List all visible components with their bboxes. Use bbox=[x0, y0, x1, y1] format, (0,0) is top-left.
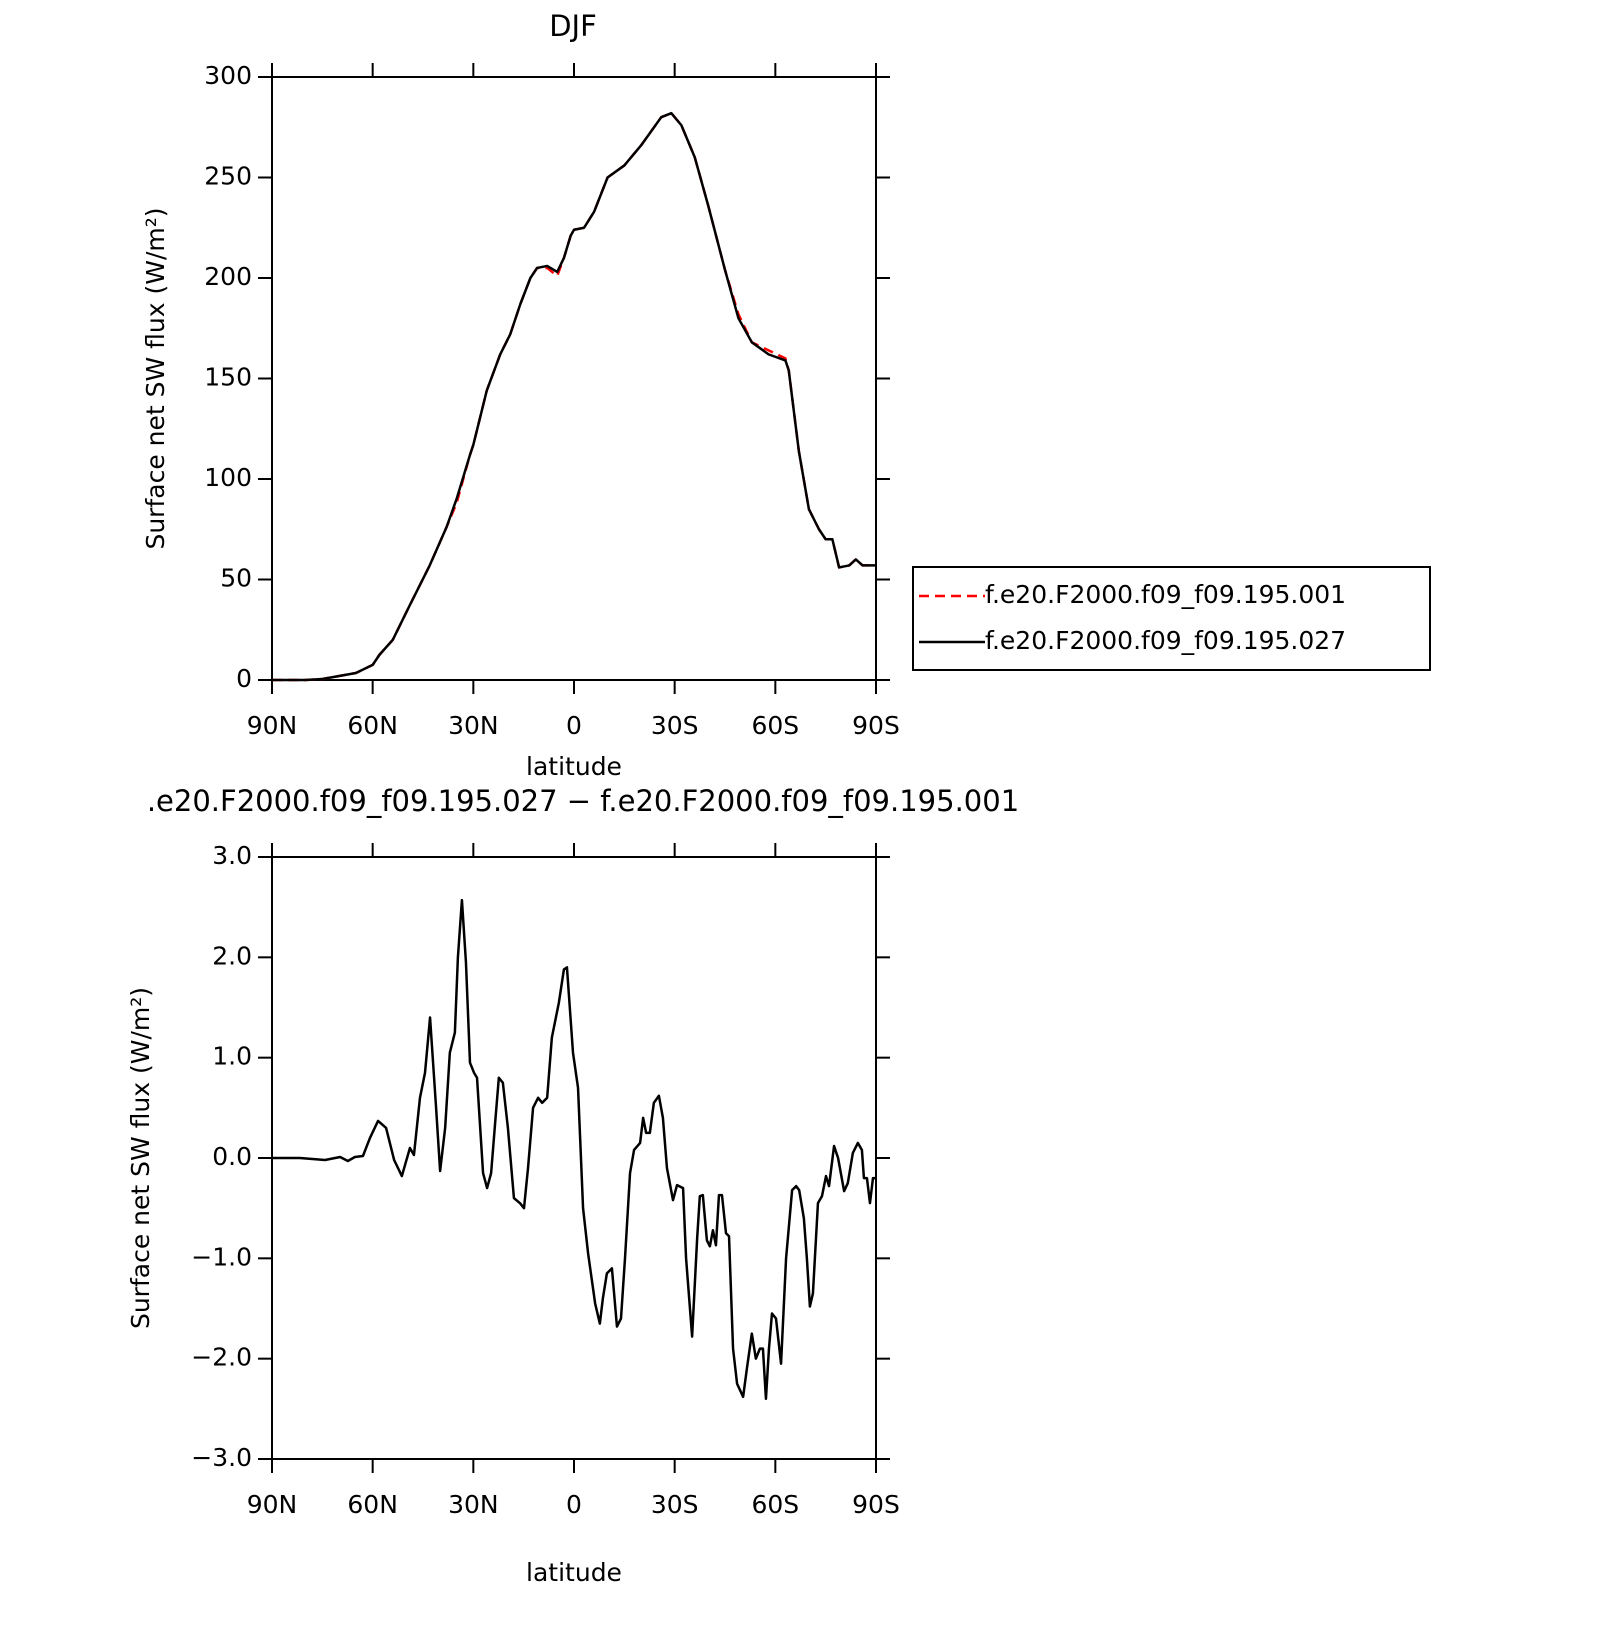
chart-title: DJF bbox=[549, 9, 597, 43]
plot-frame bbox=[271, 76, 877, 681]
x-tick-label: 90N bbox=[247, 1490, 298, 1519]
series-line bbox=[272, 111, 876, 682]
x-tick-label: 0 bbox=[566, 1490, 582, 1519]
x-tick-label: 90S bbox=[852, 711, 900, 740]
y-tick-label: 100 bbox=[204, 463, 252, 492]
legend-box bbox=[912, 566, 1431, 671]
y-tick-label: 0.0 bbox=[212, 1142, 252, 1171]
series-line bbox=[272, 111, 876, 682]
y-tick-label: 200 bbox=[204, 262, 252, 291]
y-tick-label: 300 bbox=[204, 61, 252, 90]
x-tick-label: 0 bbox=[566, 711, 582, 740]
x-tick-label: 60N bbox=[347, 1490, 398, 1519]
y-tick-label: 250 bbox=[204, 162, 252, 191]
x-tick-label: 60N bbox=[347, 711, 398, 740]
x-tick-label: 30S bbox=[651, 711, 699, 740]
y-tick-label: 3.0 bbox=[212, 841, 252, 870]
y-tick-label: 0 bbox=[236, 664, 252, 693]
chart-title: .e20.F2000.f09_f09.195.027 − f.e20.F2000… bbox=[147, 784, 1019, 818]
y-tick-label: −1.0 bbox=[191, 1242, 252, 1271]
y-axis-label: Surface net SW flux (W/m²) bbox=[141, 207, 170, 549]
legend-label: f.e20.F2000.f09_f09.195.001 bbox=[985, 580, 1346, 609]
x-tick-label: 60S bbox=[751, 1490, 799, 1519]
y-tick-label: 1.0 bbox=[212, 1042, 252, 1071]
x-axis-label: latitude bbox=[526, 752, 622, 781]
legend-label: f.e20.F2000.f09_f09.195.027 bbox=[985, 626, 1346, 655]
x-tick-label: 30N bbox=[448, 1490, 499, 1519]
y-tick-label: −3.0 bbox=[191, 1443, 252, 1472]
y-tick-label: −2.0 bbox=[191, 1343, 252, 1372]
y-tick-label: 2.0 bbox=[212, 941, 252, 970]
y-axis-label: Surface net SW flux (W/m²) bbox=[126, 987, 155, 1329]
y-tick-label: 50 bbox=[220, 564, 252, 593]
x-tick-label: 30N bbox=[448, 711, 499, 740]
x-tick-label: 30S bbox=[651, 1490, 699, 1519]
plot-frame bbox=[271, 856, 877, 1460]
x-tick-label: 90S bbox=[852, 1490, 900, 1519]
x-axis-label: latitude bbox=[526, 1558, 622, 1587]
x-tick-label: 90N bbox=[247, 711, 298, 740]
data-line bbox=[272, 898, 876, 1401]
x-tick-label: 60S bbox=[751, 711, 799, 740]
y-tick-label: 150 bbox=[204, 363, 252, 392]
